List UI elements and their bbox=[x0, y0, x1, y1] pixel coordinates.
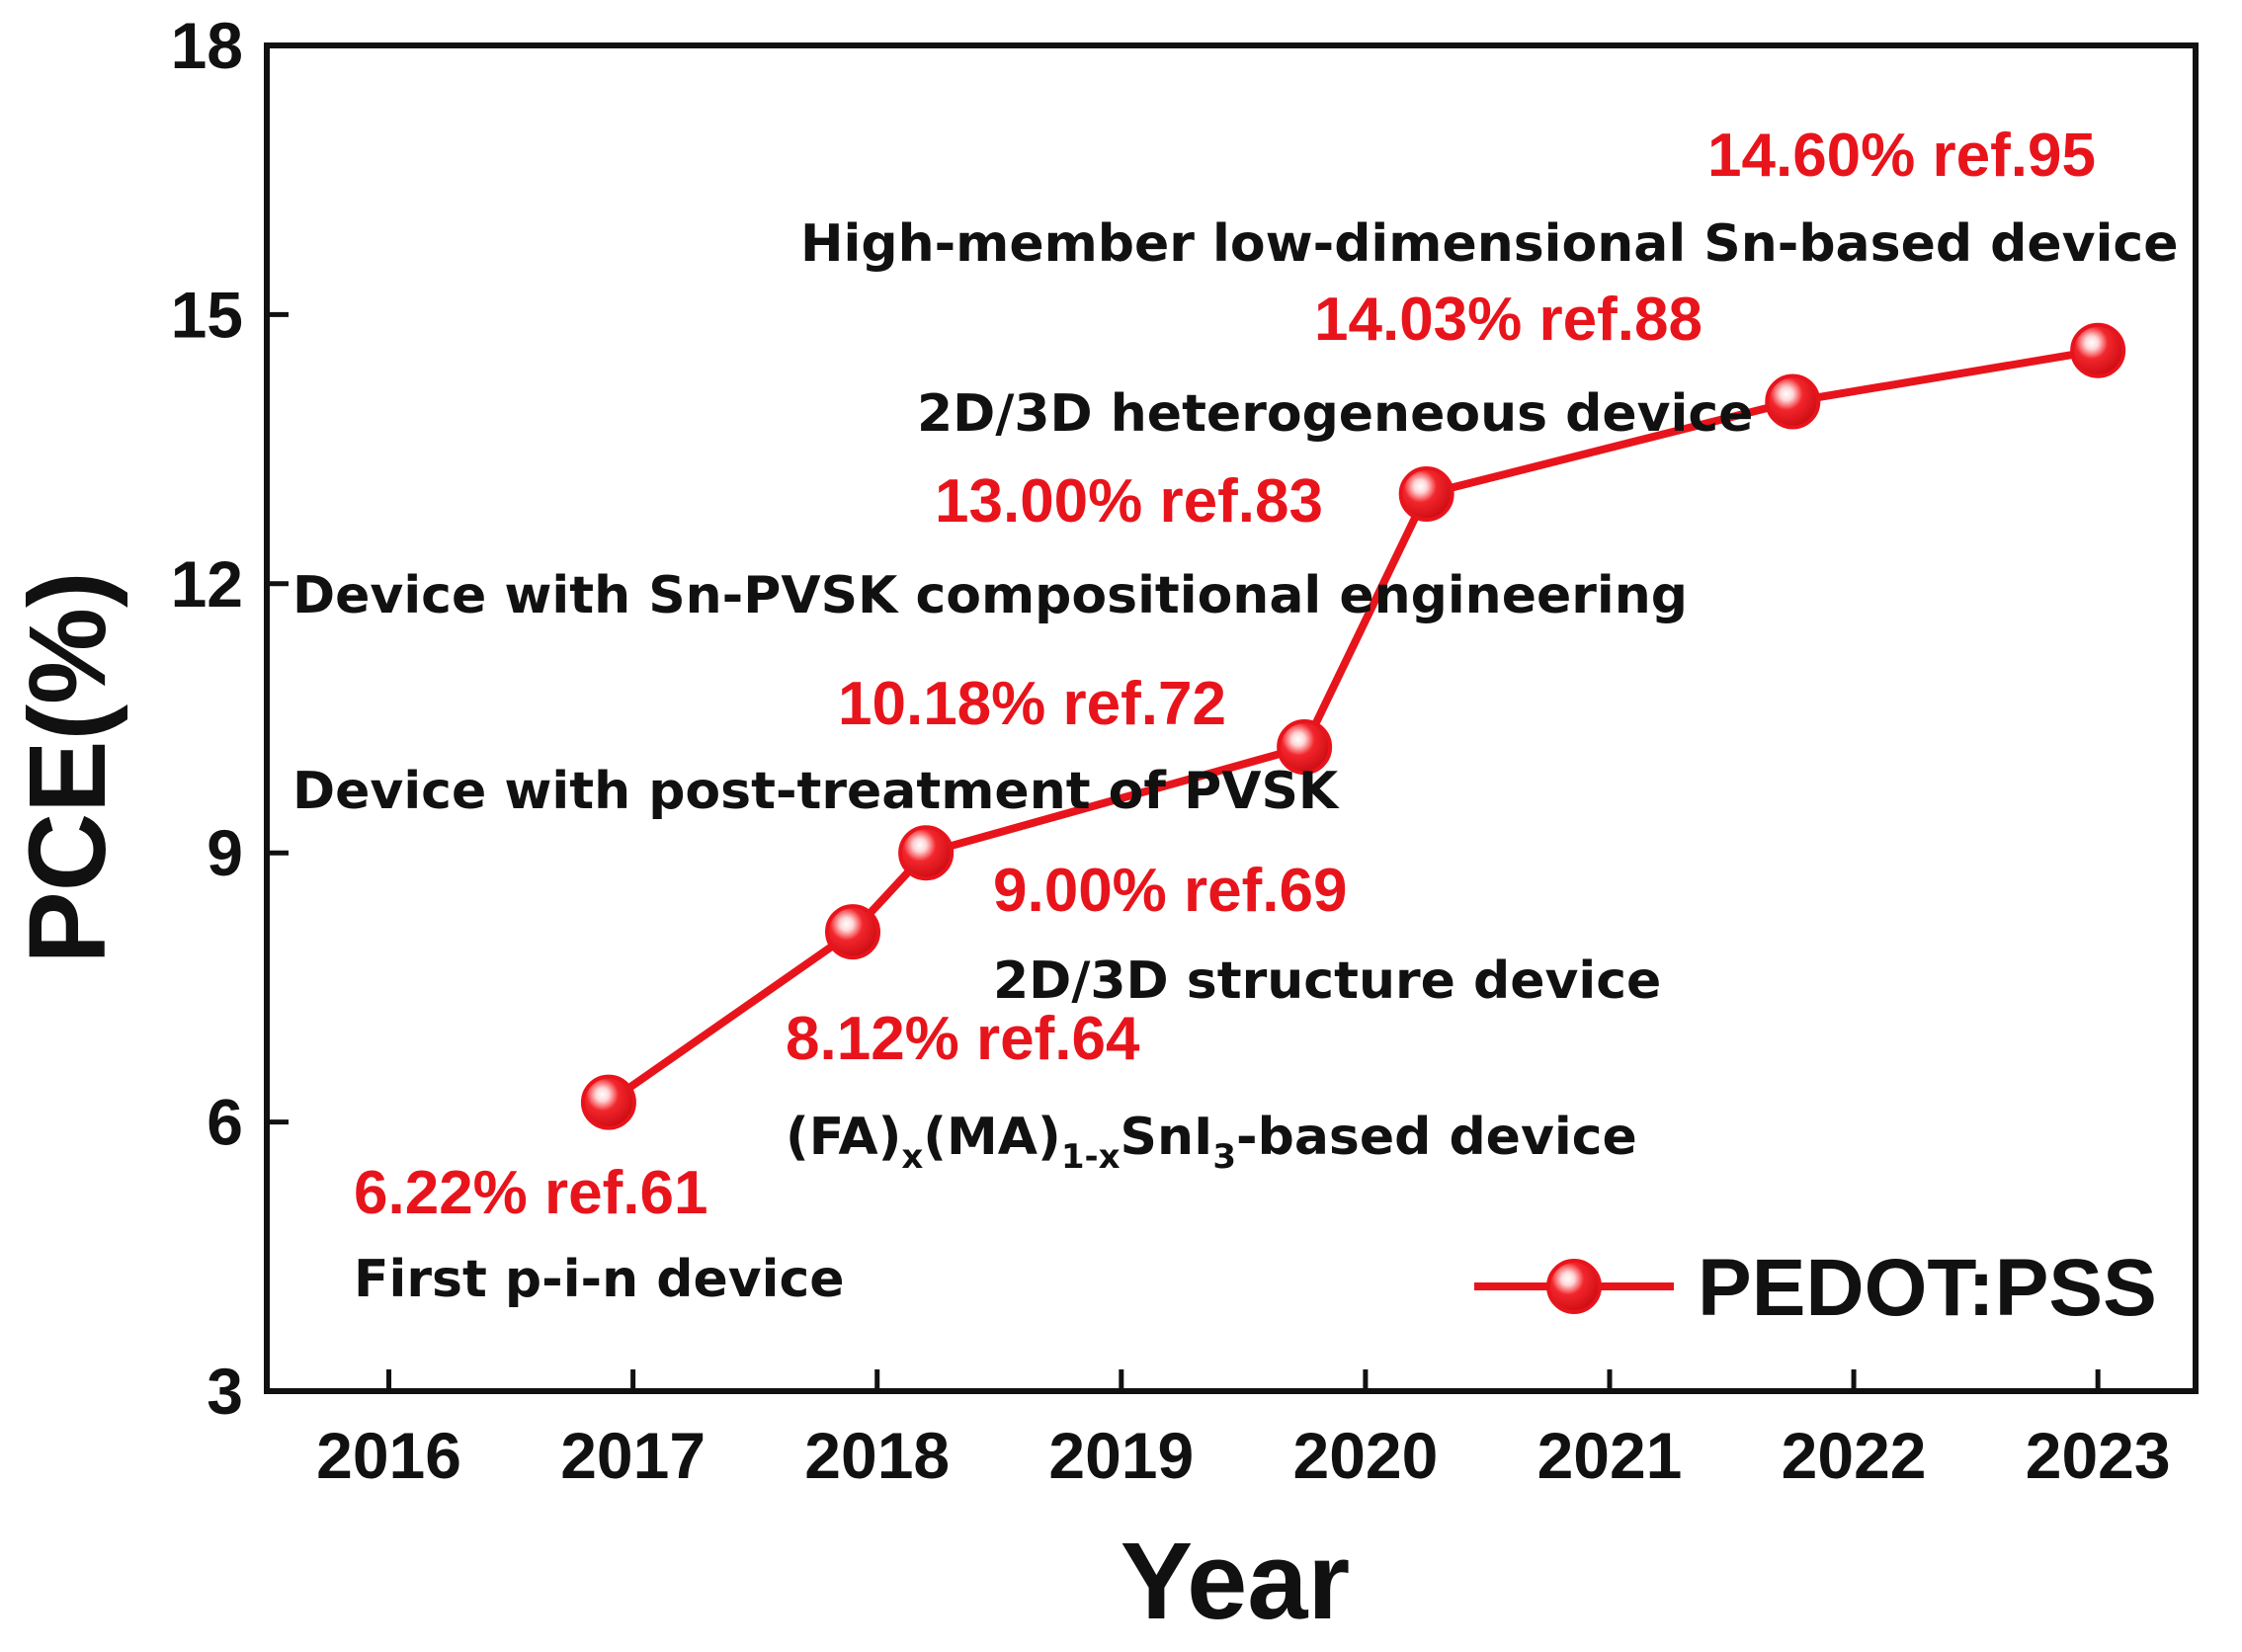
plot-frame bbox=[264, 42, 2199, 1394]
y-tick-label-15: 15 bbox=[171, 278, 243, 351]
formula-fa: (FA) bbox=[786, 1108, 901, 1167]
formula-sub-1-x: 1-x bbox=[1061, 1137, 1121, 1177]
legend-marker bbox=[1546, 1259, 1602, 1314]
formula-ma: (MA) bbox=[923, 1108, 1061, 1167]
data-point-6 bbox=[2070, 322, 2126, 378]
data-point-2 bbox=[898, 825, 955, 881]
x-tick-label-2020: 2020 bbox=[1292, 1419, 1438, 1492]
legend: PEDOT:PSS bbox=[1474, 1243, 2157, 1333]
formula-sni: SnI bbox=[1121, 1108, 1213, 1167]
data-point-3 bbox=[1277, 719, 1333, 776]
x-tick-label-2023: 2023 bbox=[2026, 1419, 2171, 1492]
x-axis: 2016 2017 2018 2019 2020 2021 2022 2023 bbox=[316, 1369, 2171, 1492]
value-label-2017: 6.22% ref.61 bbox=[354, 1159, 707, 1227]
y-tick-label-18: 18 bbox=[171, 9, 243, 82]
x-tick-label-2021: 2021 bbox=[1537, 1419, 1683, 1492]
value-label-2018b: 9.00% ref.69 bbox=[993, 857, 1347, 925]
desc-label-2020: Device with Sn-PVSK compositional engine… bbox=[292, 566, 1688, 625]
y-axis: 3 6 9 12 15 18 bbox=[171, 9, 289, 1428]
legend-label: PEDOT:PSS bbox=[1698, 1243, 2157, 1333]
data-point-4 bbox=[1398, 466, 1454, 522]
y-tick-label-3: 3 bbox=[207, 1355, 243, 1428]
desc-label-2019: Device with post-treatment of PVSK bbox=[292, 762, 1340, 821]
data-point-5 bbox=[1765, 373, 1821, 430]
value-label-2018a: 8.12% ref.64 bbox=[786, 1005, 1140, 1073]
x-axis-title: Year bbox=[1121, 1521, 1350, 1642]
data-point-0 bbox=[580, 1074, 636, 1130]
desc-label-2023: High-member low-dimensional Sn-based dev… bbox=[800, 214, 2178, 274]
formula-rest: -based device bbox=[1236, 1108, 1637, 1167]
value-label-2020: 13.00% ref.83 bbox=[935, 467, 1323, 536]
formula-sub-3: 3 bbox=[1212, 1137, 1236, 1177]
series-markers bbox=[580, 322, 2126, 1130]
x-tick-label-2019: 2019 bbox=[1048, 1419, 1194, 1492]
y-tick-label-9: 9 bbox=[207, 816, 243, 889]
x-tick-label-2016: 2016 bbox=[316, 1419, 461, 1492]
y-tick-label-12: 12 bbox=[171, 547, 243, 620]
formula-sub-x: x bbox=[901, 1137, 923, 1177]
desc-label-2017: First p-i-n device bbox=[354, 1250, 845, 1309]
x-tick-label-2017: 2017 bbox=[560, 1419, 706, 1492]
data-point-1 bbox=[825, 904, 881, 960]
desc-label-2018b: 2D/3D structure device bbox=[993, 951, 1661, 1011]
x-tick-label-2022: 2022 bbox=[1782, 1419, 1927, 1492]
value-label-2023: 14.60% ref.95 bbox=[1707, 122, 2096, 190]
desc-label-2018a: (FA)x(MA)1-xSnI3-based device bbox=[786, 1108, 1637, 1177]
y-tick-label-6: 6 bbox=[207, 1086, 243, 1159]
y-axis-title: PCE(%) bbox=[7, 571, 128, 963]
desc-label-2021: 2D/3D heterogeneous device bbox=[917, 384, 1753, 444]
value-label-2019: 10.18% ref.72 bbox=[838, 670, 1226, 738]
value-label-2021: 14.03% ref.88 bbox=[1314, 286, 1702, 354]
x-tick-label-2018: 2018 bbox=[804, 1419, 950, 1492]
